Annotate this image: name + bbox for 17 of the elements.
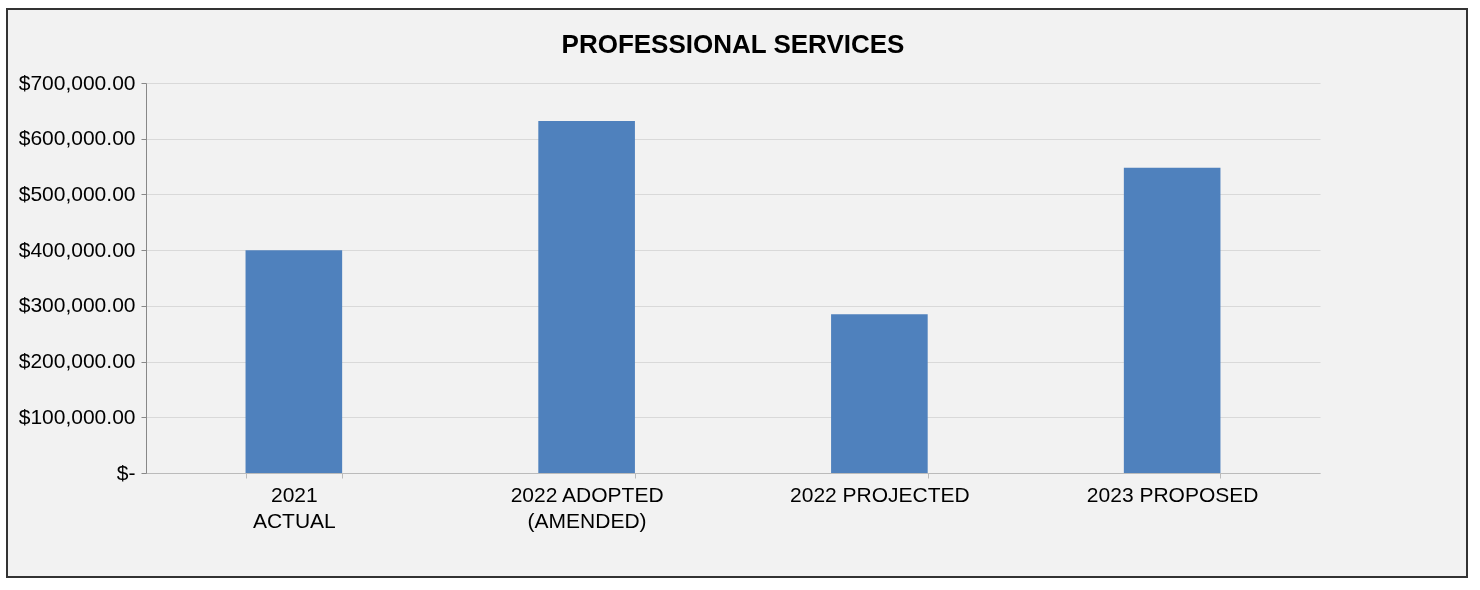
x-tick-label: 2022 PROJECTED: [790, 482, 970, 506]
y-tick-label: $300,000.00: [18, 293, 136, 317]
x-tick-label: 2021 ACTUAL: [252, 482, 336, 532]
x-tick-label: 2023 PROPOSED: [1086, 482, 1259, 506]
bar: [245, 250, 343, 473]
bar: [1123, 167, 1221, 473]
y-tick-label: $600,000.00: [18, 126, 136, 150]
bar: [538, 120, 635, 473]
y-tick-label: $100,000.00: [18, 404, 136, 428]
chart-title: PROFESSIONAL SERVICES: [561, 29, 905, 59]
y-tick-label: $200,000.00: [18, 349, 136, 373]
bar: [831, 314, 928, 473]
y-tick-label: $500,000.00: [18, 181, 136, 205]
x-tick-label: 2022 ADOPTED (AMENDED): [510, 482, 664, 532]
y-tick-label: $700,000.00: [18, 70, 136, 94]
y-tick-label: $400,000.00: [18, 237, 136, 261]
y-tick-label: $-: [116, 460, 136, 484]
